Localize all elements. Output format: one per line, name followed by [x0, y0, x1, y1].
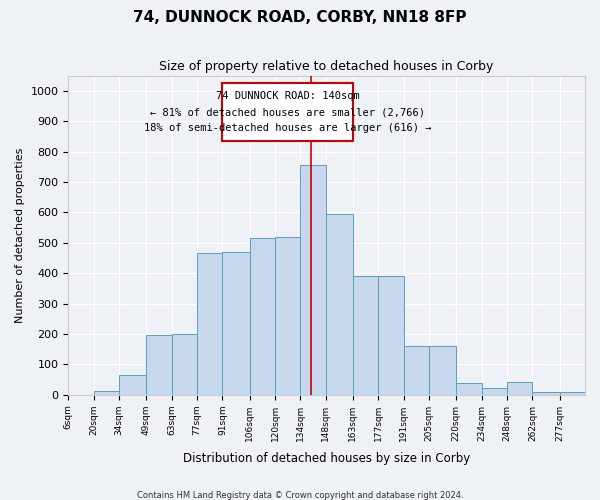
Bar: [404, 346, 429, 395]
Bar: [94, 391, 119, 395]
Bar: [172, 334, 197, 395]
Text: Contains HM Land Registry data © Crown copyright and database right 2024.: Contains HM Land Registry data © Crown c…: [137, 490, 463, 500]
Bar: [560, 392, 585, 395]
Text: 74, DUNNOCK ROAD, CORBY, NN18 8FP: 74, DUNNOCK ROAD, CORBY, NN18 8FP: [133, 10, 467, 25]
Bar: [532, 392, 560, 395]
X-axis label: Distribution of detached houses by size in Corby: Distribution of detached houses by size …: [183, 452, 470, 465]
Bar: [326, 214, 353, 395]
Title: Size of property relative to detached houses in Corby: Size of property relative to detached ho…: [160, 60, 494, 73]
Bar: [119, 375, 146, 395]
Bar: [353, 276, 379, 395]
Bar: [429, 346, 456, 395]
Bar: [456, 383, 482, 395]
Bar: [223, 252, 250, 395]
Bar: [379, 276, 404, 395]
Bar: [507, 382, 532, 395]
Bar: [275, 236, 301, 395]
Bar: [146, 334, 172, 395]
Text: 74 DUNNOCK ROAD: 140sqm
← 81% of detached houses are smaller (2,766)
18% of semi: 74 DUNNOCK ROAD: 140sqm ← 81% of detache…: [144, 92, 431, 132]
Bar: [197, 252, 223, 395]
Bar: [301, 165, 326, 395]
Y-axis label: Number of detached properties: Number of detached properties: [15, 148, 25, 323]
Bar: [250, 238, 275, 395]
Bar: [482, 388, 507, 395]
FancyBboxPatch shape: [223, 83, 353, 141]
